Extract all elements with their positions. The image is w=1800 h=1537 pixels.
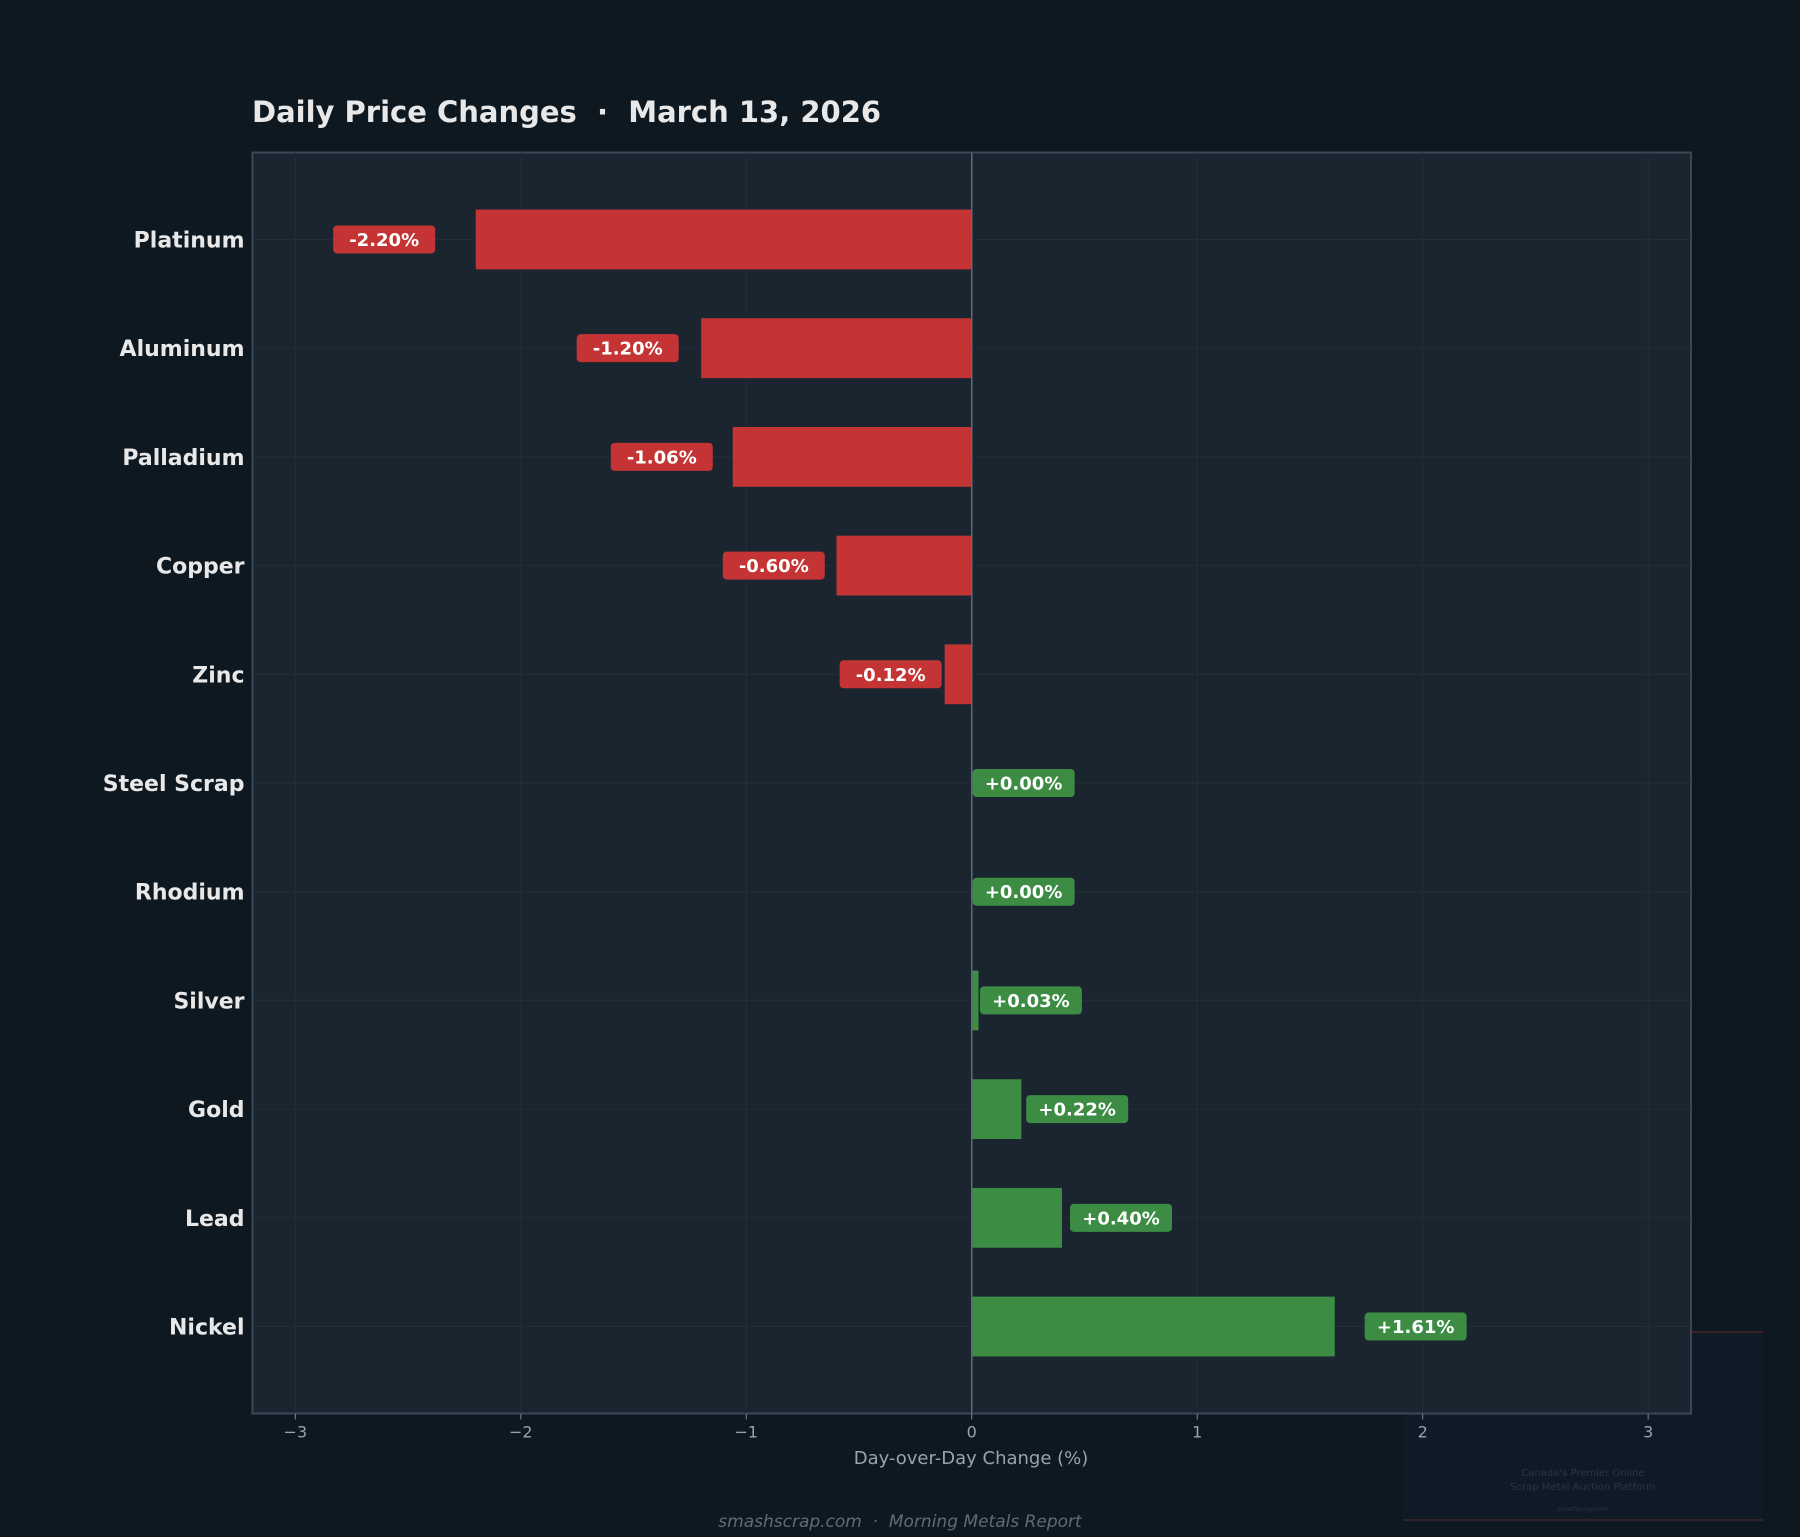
data-label-text: -0.12% [856,665,926,686]
data-label: -0.60% [722,551,825,580]
data-label: +0.03% [979,986,1082,1015]
data-label-text: -1.06% [627,447,697,468]
category-label: Copper [156,555,245,580]
category-label: Palladium [122,446,244,471]
data-label-badge [610,442,713,471]
watermark-site: smashscrap.com [1558,1506,1609,1513]
bar-lead [971,1187,1062,1248]
data-label-badge [1070,1203,1173,1232]
data-label-text: +0.00% [985,882,1063,903]
category-label: Aluminum [120,337,245,362]
data-label-badge [722,551,825,580]
bar-silver [971,970,979,1031]
data-label: -2.20% [333,225,436,254]
data-label-badge [979,986,1082,1015]
data-label: +0.22% [1026,1095,1129,1124]
data-label-text: -0.60% [739,556,809,577]
bar-gold [971,1079,1022,1140]
data-label: +0.00% [972,769,1075,797]
data-label-badge [972,877,1075,906]
data-label-badge [576,334,679,363]
category-label: Gold [188,1098,244,1123]
bar-platinum [475,209,972,270]
x-tick-label: −2 [509,1423,533,1442]
watermark-line1: Canada's Premier Online [1521,1468,1644,1479]
data-label: +0.40% [1070,1203,1173,1232]
x-tick-label: −3 [284,1423,308,1442]
data-label-text: +0.22% [1038,1100,1116,1121]
category-label: Nickel [169,1316,245,1341]
x-tick-label: 3 [1643,1423,1653,1442]
category-label: Platinum [134,228,245,253]
data-label-badge [1364,1312,1467,1341]
bar-palladium [732,426,972,487]
x-axis-label: Day-over-Day Change (%) [854,1448,1089,1469]
data-label-text: +0.03% [992,991,1070,1012]
data-label-badge [1026,1095,1129,1124]
watermark-line2: Scrap Metal Auction Platform [1510,1482,1656,1493]
data-label-text: -1.20% [593,339,663,360]
data-label: +1.61% [1364,1312,1467,1341]
data-label-text: +0.40% [1082,1208,1160,1229]
x-tick-label: 2 [1418,1423,1428,1442]
data-label-badge [839,660,942,689]
data-label-text: -2.20% [349,230,419,251]
data-label: -1.06% [610,442,713,471]
x-tick-label: −1 [734,1423,758,1442]
data-label: +0.00% [972,877,1075,906]
data-label-badge [333,225,436,254]
chart-title: Daily Price Changes · March 13, 2026 [252,95,881,129]
category-label: Lead [185,1207,245,1232]
category-label: Zinc [192,663,244,688]
data-label: -0.12% [839,660,942,689]
x-tick-label: 0 [967,1423,977,1442]
bar-nickel [971,1296,1335,1357]
category-label: Rhodium [135,881,245,906]
bar-zinc [944,644,972,705]
data-label: -1.20% [576,334,679,363]
category-label: Steel Scrap [103,772,245,797]
bar-copper [836,535,972,596]
x-tick-label: 1 [1192,1423,1202,1442]
bar-aluminum [701,318,972,379]
category-label: Silver [173,989,244,1014]
data-label-badge [972,769,1075,797]
data-label-text: +1.61% [1377,1317,1455,1338]
data-label-text: +0.00% [985,774,1063,795]
footer: smashscrap.com · Morning Metals Report [718,1512,1083,1532]
